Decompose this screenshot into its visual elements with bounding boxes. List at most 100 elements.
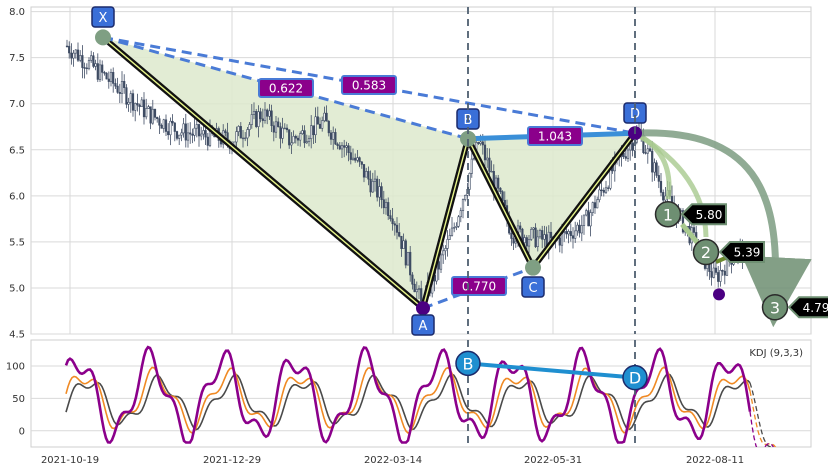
- candle-body: [345, 145, 348, 148]
- pattern-label: X: [91, 6, 115, 28]
- candle-body: [598, 189, 601, 201]
- candle-body: [389, 215, 392, 220]
- indicator-legend: KDJ (9,3,3): [749, 348, 803, 359]
- candle-body: [186, 132, 190, 141]
- candle-body: [659, 181, 663, 193]
- candle-body: [624, 156, 627, 159]
- candle-body: [490, 171, 493, 173]
- target-price: 5.39: [734, 246, 761, 260]
- candle-body: [391, 218, 394, 225]
- x-tick-label: 2022-03-14: [364, 455, 422, 466]
- candle-body: [94, 63, 97, 67]
- candle-body: [446, 239, 449, 249]
- pattern-label-text: X: [99, 11, 108, 26]
- candle-body: [384, 202, 388, 209]
- candle-body: [578, 224, 581, 234]
- candle-body: [387, 202, 390, 216]
- candle-body: [444, 248, 447, 252]
- candle-body: [156, 117, 159, 120]
- candle-body: [340, 145, 344, 150]
- candle-body: [464, 195, 467, 200]
- candle-body: [182, 123, 185, 134]
- candle-body: [173, 122, 176, 132]
- candle-body: [277, 121, 280, 127]
- candle-body: [470, 158, 473, 174]
- candle-body: [285, 127, 289, 131]
- ratio-badge: 0.622: [258, 78, 314, 98]
- series-k: [65, 366, 751, 434]
- candle-body: [576, 224, 579, 232]
- candle-body: [316, 116, 319, 125]
- ratio-line-ac: [422, 266, 534, 310]
- price-y-tick-label: 7.5: [9, 53, 25, 64]
- target-number: 3: [770, 298, 780, 317]
- candle-body: [483, 144, 487, 161]
- candle-body: [406, 251, 410, 266]
- candle-body: [206, 136, 209, 146]
- candle-body: [169, 120, 172, 136]
- candle-body: [657, 175, 660, 182]
- target-price-tag: [787, 296, 828, 319]
- xab-triangle: [103, 37, 468, 309]
- candle-body: [719, 270, 722, 282]
- candle-body: [191, 133, 194, 136]
- candle-body: [712, 267, 715, 278]
- candle-body: [149, 106, 152, 124]
- candle-body: [382, 199, 385, 209]
- price-y-tick-label: 4.5: [9, 330, 25, 341]
- candle-body: [202, 130, 205, 135]
- candle-body: [334, 132, 337, 145]
- pattern-marker-b: [460, 130, 476, 147]
- candle-body: [512, 238, 515, 244]
- divergence-label: B: [463, 354, 474, 373]
- target-2: 2 5.39: [692, 238, 765, 266]
- target-circle: [692, 238, 720, 266]
- candle-body: [204, 130, 207, 138]
- candle-body: [569, 231, 572, 236]
- candle-body: [305, 141, 308, 144]
- candle-body: [123, 81, 126, 88]
- candle-body: [235, 131, 238, 143]
- candle-body: [101, 64, 104, 73]
- candle-body: [499, 187, 502, 193]
- candle-body: [175, 131, 179, 139]
- candle-body: [288, 129, 291, 146]
- candle-body: [411, 274, 414, 285]
- candle-body: [125, 87, 128, 105]
- candle-body: [360, 161, 363, 165]
- candle-body: [420, 288, 423, 302]
- candle-body: [296, 137, 300, 141]
- candle-body: [413, 283, 416, 293]
- candle-body: [514, 240, 517, 244]
- candle-body: [549, 231, 553, 239]
- candle-body: [116, 85, 119, 93]
- candle-body: [107, 78, 110, 82]
- candle-body: [98, 64, 102, 80]
- pattern-label: A: [411, 314, 435, 336]
- candle-body: [593, 202, 597, 209]
- candle-body: [409, 251, 412, 276]
- candle-body: [109, 72, 113, 82]
- candle-body: [164, 119, 168, 132]
- candle-body: [294, 135, 297, 139]
- candle-body: [585, 210, 588, 216]
- candle-body: [81, 55, 84, 68]
- indicator-y-tick-label: 100: [6, 361, 25, 372]
- candle-body: [395, 224, 399, 233]
- candle-body: [114, 83, 117, 87]
- candle-body: [543, 234, 546, 240]
- candle-body: [362, 164, 366, 178]
- series-d-projection: [749, 382, 774, 447]
- candle-body: [310, 125, 313, 139]
- candle-body: [112, 72, 115, 84]
- candle-body: [283, 127, 286, 130]
- candle-body: [536, 236, 539, 248]
- candle-body: [468, 173, 471, 190]
- candle-body: [367, 171, 370, 180]
- pattern-label-box: [91, 6, 115, 28]
- candle-body: [354, 157, 357, 161]
- candle-body: [567, 231, 570, 235]
- candle-body: [519, 225, 522, 230]
- candle-body: [347, 145, 350, 153]
- candle-body: [481, 141, 484, 146]
